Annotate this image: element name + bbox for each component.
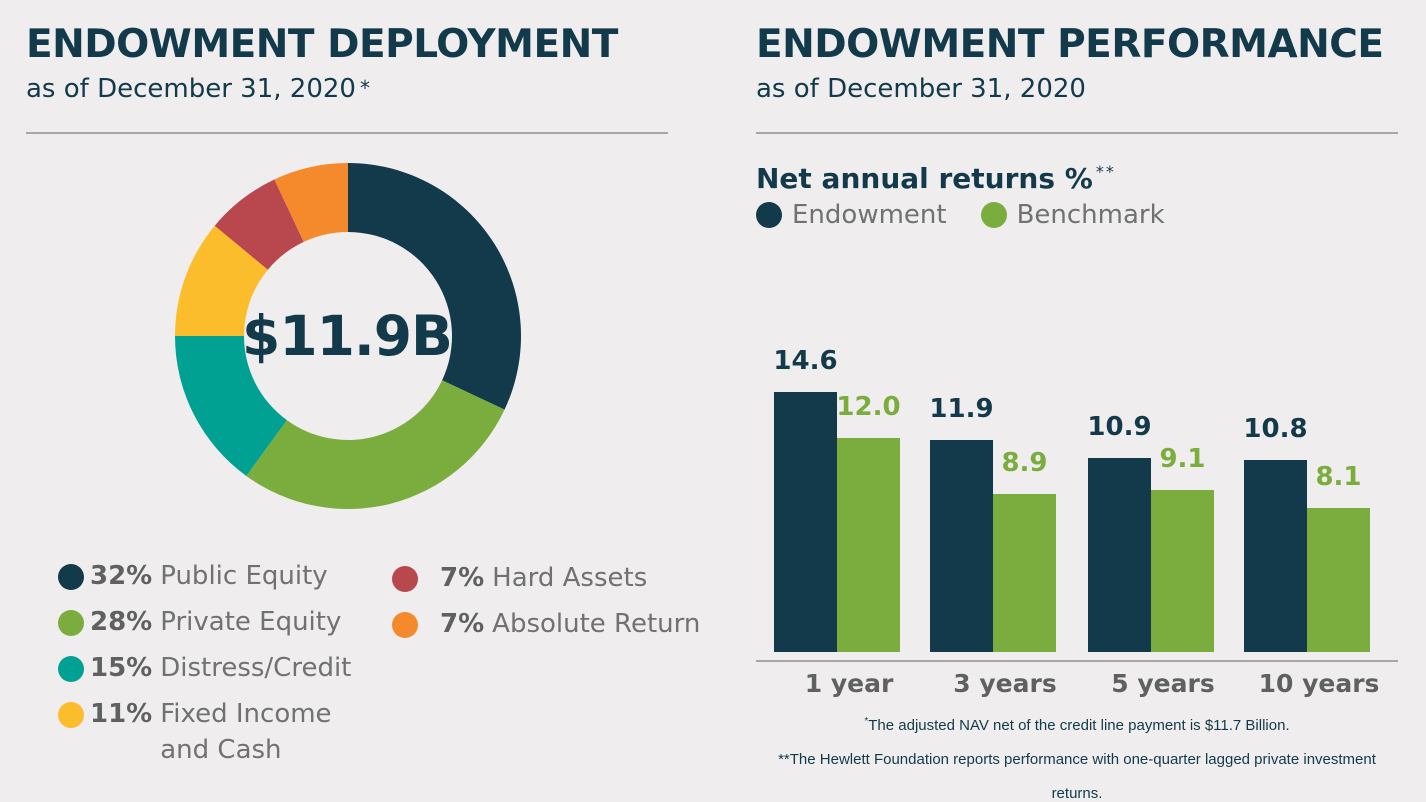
legend-percent-fixed-income-and-cash: 11% <box>90 699 153 729</box>
bar-value-label-endowment-3-years: 11.9 <box>929 394 994 425</box>
bar-value-label-endowment-5-years: 10.9 <box>1087 411 1152 442</box>
legend-label-line: Distress/Credit <box>160 653 352 683</box>
legend-item-distress-credit: 15% Distress/Credit <box>58 653 351 683</box>
legend-label-line: Fixed Income <box>160 699 332 729</box>
legend-item-fixed-income-and-cash: 11% Fixed Income and Cash <box>58 699 332 765</box>
bar-benchmark-5-years <box>1151 489 1214 652</box>
legend-label-line: Public Equity <box>160 561 328 591</box>
deployment-title: ENDOWMENT DEPLOYMENT <box>26 22 618 67</box>
legend-label-absolute-return: Absolute Return <box>492 609 700 639</box>
deployment-divider <box>26 132 668 134</box>
legend-percent-hard-assets: 7% <box>440 563 485 593</box>
legend-label-private-equity: Private Equity <box>160 607 341 637</box>
returns-legend: Endowment Benchmark <box>756 200 1199 230</box>
bar-benchmark-10-years <box>1307 507 1370 652</box>
performance-subtitle: as of December 31, 2020 <box>756 74 1086 104</box>
bar-value-label-benchmark-10-years: 8.1 <box>1315 461 1362 492</box>
bar-endowment-5-years <box>1088 457 1151 652</box>
bar-value-label-benchmark-3-years: 8.9 <box>1001 447 1048 478</box>
legend-dot-hard-assets <box>392 566 418 592</box>
x-tick-label-1-year: 1 year <box>804 669 894 698</box>
performance-divider <box>756 132 1398 134</box>
donut-slice-hard-assets <box>214 179 304 270</box>
footnote-nav-text: The adjusted NAV net of the credit line … <box>868 717 1290 734</box>
legend-label-hard-assets: Hard Assets <box>492 563 647 593</box>
bar-value-label-endowment-10-years: 10.8 <box>1243 413 1308 444</box>
legend-item-absolute-return: 7% Absolute Return <box>392 609 700 639</box>
bar-endowment-3-years <box>930 440 993 652</box>
legend-label-public-equity: Public Equity <box>160 561 327 591</box>
donut-slice-public-equity <box>348 163 521 410</box>
footnote-nav-mark: * <box>864 716 869 727</box>
legend-dot-distress-credit <box>58 656 84 682</box>
footnote-lag: **The Hewlett Foundation reports perform… <box>778 751 1376 768</box>
x-tick-label-3-years: 3 years <box>953 669 1057 698</box>
returns-chart-title-mark: ** <box>1095 162 1116 181</box>
legend-percent-absolute-return: 7% <box>440 609 485 639</box>
legend-label-endowment: Endowment <box>792 200 947 230</box>
deployment-subtitle-text: as of December 31, 2020 <box>26 74 356 104</box>
performance-title: ENDOWMENT PERFORMANCE <box>756 22 1384 67</box>
donut-slice-private-equity <box>246 380 505 509</box>
legend-percent-private-equity: 28% <box>90 607 153 637</box>
x-tick-label-5-years: 5 years <box>1111 669 1215 698</box>
legend-label-fixed-income-and-cash: Fixed Income and Cash <box>160 699 331 765</box>
legend-dot-benchmark <box>980 202 1007 228</box>
legend-dot-absolute-return <box>392 612 418 638</box>
donut-center-total: $11.9B <box>242 304 453 368</box>
allocation-donut-chart <box>175 163 521 509</box>
bar-chart-baseline <box>756 660 1398 662</box>
deployment-subtitle: as of December 31, 2020 * <box>26 74 370 104</box>
footnote-nav: *The adjusted NAV net of the credit line… <box>756 716 1398 734</box>
legend-dot-fixed-income-and-cash <box>58 702 84 728</box>
legend-label-line: and Cash <box>160 735 282 765</box>
legend-dot-public-equity <box>58 564 84 590</box>
legend-label-line: Private Equity <box>160 607 342 637</box>
legend-percent-public-equity: 32% <box>90 561 153 591</box>
legend-label-distress-credit: Distress/Credit <box>160 653 351 683</box>
returns-chart-title: Net annual returns % ** <box>756 162 1116 195</box>
bar-value-label-benchmark-5-years: 9.1 <box>1159 443 1206 474</box>
bar-endowment-10-years <box>1244 459 1307 652</box>
bar-benchmark-1-year <box>837 438 900 652</box>
bar-endowment-1-year <box>774 392 837 652</box>
x-tick-label-10-years: 10 years <box>1258 669 1380 698</box>
legend-label-line: Hard Assets <box>492 563 648 593</box>
donut-slice-distress-credit <box>175 336 287 476</box>
footnote-lag-cont: returns. <box>1051 785 1103 802</box>
legend-item-hard-assets: 7% Hard Assets <box>392 563 647 593</box>
donut-slice-fixed-income-and-cash <box>175 225 268 336</box>
deployment-subtitle-mark: * <box>359 76 370 100</box>
legend-label-benchmark: Benchmark <box>1016 200 1165 230</box>
legend-percent-distress-credit: 15% <box>90 653 153 683</box>
legend-item-public-equity: 32% Public Equity <box>58 561 328 591</box>
legend-dot-private-equity <box>58 610 84 636</box>
bar-benchmark-3-years <box>993 493 1056 652</box>
returns-chart-title-text: Net annual returns % <box>756 162 1093 195</box>
legend-label-line: Absolute Return <box>492 609 701 639</box>
bar-value-label-benchmark-1-year: 12.0 <box>836 392 901 423</box>
legend-item-private-equity: 28% Private Equity <box>58 607 341 637</box>
legend-dot-endowment <box>756 202 782 228</box>
bar-value-label-endowment-1-year: 14.6 <box>773 346 838 376</box>
donut-slice-absolute-return <box>274 163 348 242</box>
